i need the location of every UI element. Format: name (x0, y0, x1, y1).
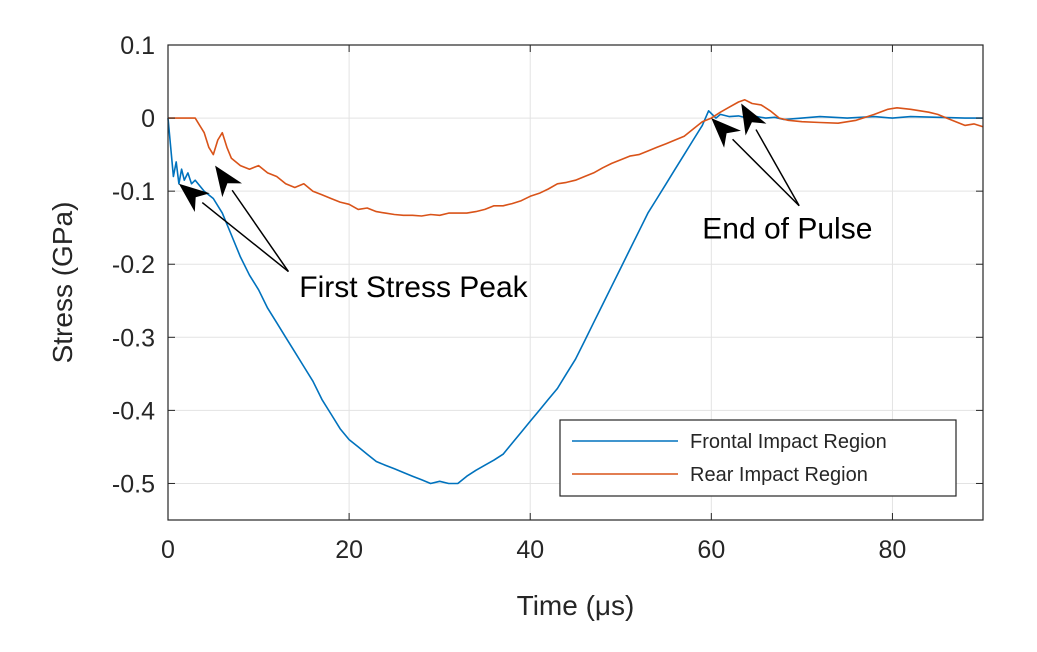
annotation-label: First Stress Peak (299, 271, 528, 304)
annotation-arrow-head (741, 103, 767, 136)
annotation-arrow-line (732, 138, 800, 207)
series-line-frontal-impact-region (167, 110, 983, 485)
y-tick-label: 0 (141, 105, 155, 133)
y-tick-label: -0.5 (112, 470, 155, 498)
annotation-arrow-line (201, 202, 289, 273)
annotation-arrow-head (711, 118, 741, 148)
x-tick-label: 60 (697, 536, 725, 564)
x-tick-label: 0 (161, 536, 175, 564)
y-tick-label: 0.1 (120, 32, 155, 60)
annotation-arrow-head (178, 183, 210, 212)
legend: Frontal Impact Region Rear Impact Region (559, 419, 957, 497)
annotation-arrow-line (755, 129, 800, 207)
x-axis-label: Time (μs) (517, 590, 635, 621)
legend-entry: Frontal Impact Region (690, 431, 887, 453)
annotation-arrow-head (215, 165, 242, 198)
annotations: First Stress Peak End of Pulse (178, 103, 872, 304)
x-tick-label: 40 (516, 536, 544, 564)
y-axis-label: Stress (GPa) (47, 202, 78, 364)
x-tick-label: 80 (879, 536, 907, 564)
data-series (167, 99, 984, 485)
annotation-label: End of Pulse (702, 213, 872, 246)
legend-entry: Rear Impact Region (690, 464, 868, 486)
y-tick-label: -0.2 (112, 251, 155, 279)
y-tick-label: -0.3 (112, 324, 155, 352)
axes (167, 44, 984, 521)
x-tick-label: 20 (335, 536, 363, 564)
y-tick-label: -0.4 (112, 397, 155, 425)
y-tick-label: -0.1 (112, 178, 155, 206)
series-line-rear-impact-region (168, 99, 984, 217)
axes-frame (167, 44, 984, 521)
annotation-arrow-line (231, 189, 290, 272)
tick-labels: 0 20 40 60 80 0.1 0 -0.1 -0.2 -0.3 -0.4 -0.5 (112, 32, 906, 564)
legend-box (559, 419, 957, 497)
